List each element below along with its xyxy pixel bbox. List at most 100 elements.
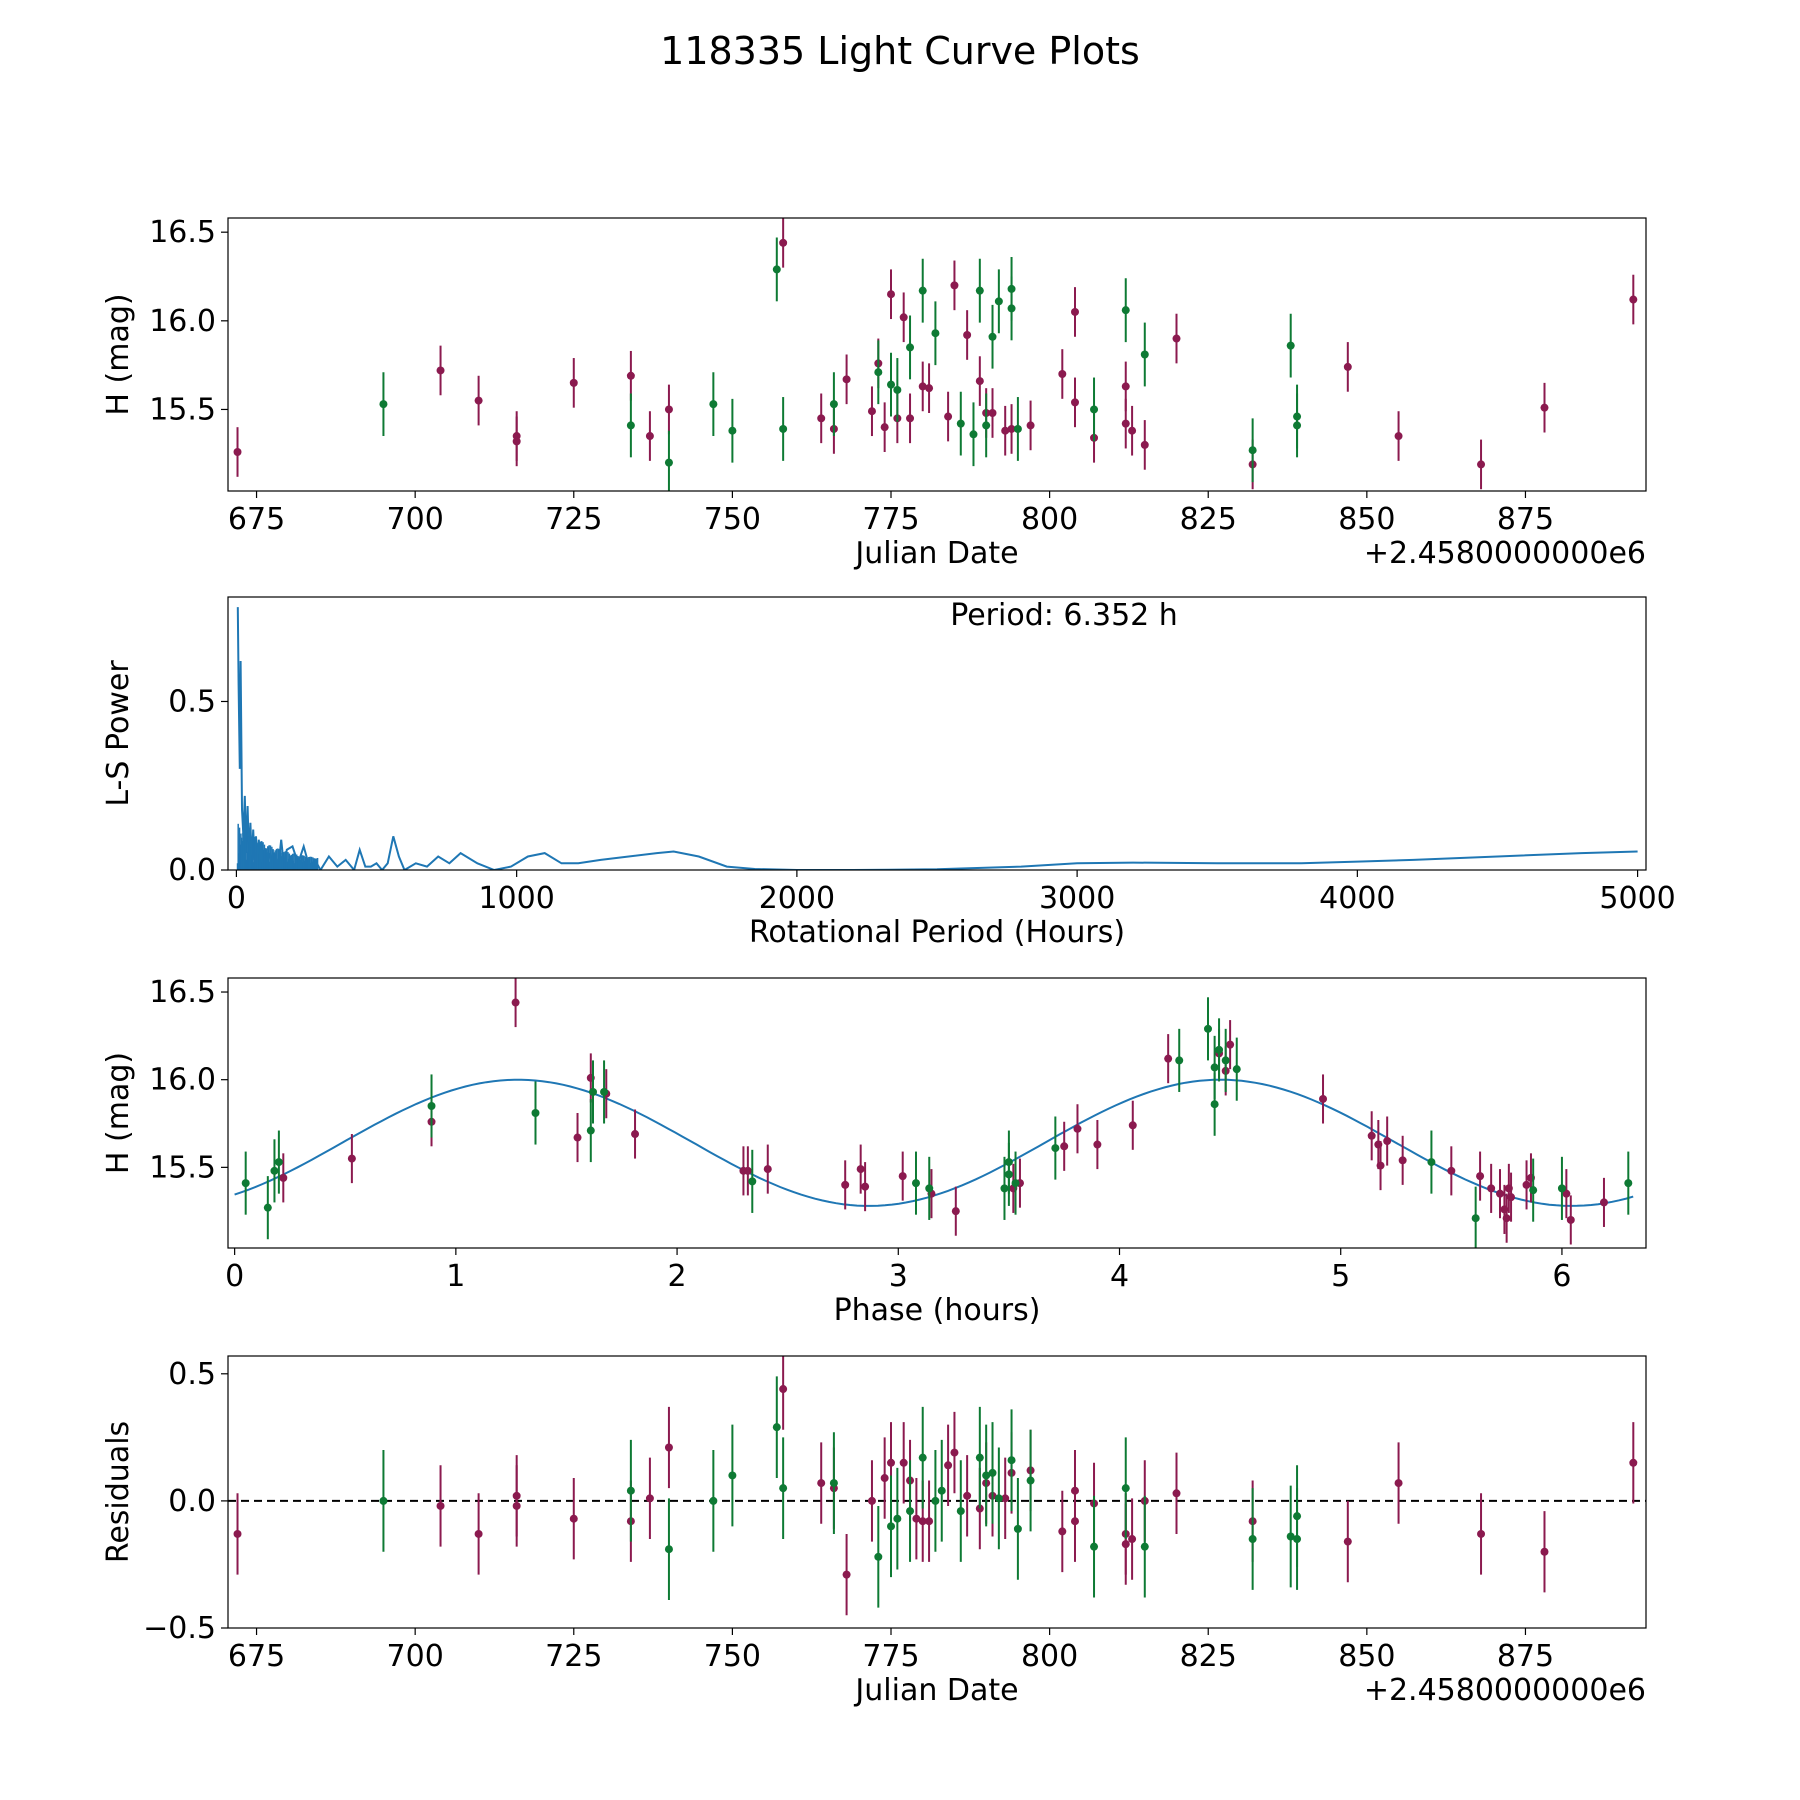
data-point-magenta: [1121, 382, 1130, 391]
data-point-magenta: [842, 1570, 851, 1579]
data-point-green: [1013, 1524, 1022, 1533]
data-point-magenta: [1502, 1214, 1511, 1223]
data-point-magenta: [645, 1494, 654, 1503]
data-point-green: [982, 1471, 991, 1480]
phase-folded-panel: 0 1 2 3 4 5 6 15.5 16.0 16.5 Phase (hours) H (mag): [101, 975, 1647, 1328]
data-point-green: [772, 1423, 781, 1432]
data-point-green: [893, 385, 902, 394]
data-point-green: [829, 1479, 838, 1488]
data-point-green: [956, 1507, 965, 1516]
x-tick-label: 5: [1331, 1259, 1350, 1294]
data-point-green: [874, 1552, 883, 1561]
data-point-green: [1013, 424, 1022, 433]
data-point-green: [1221, 1056, 1230, 1065]
data-point-green: [887, 380, 896, 389]
data-point-green: [1175, 1056, 1184, 1065]
plot-area: [234, 978, 1634, 1248]
data-point-green: [626, 1486, 635, 1495]
data-point-magenta: [1394, 432, 1403, 441]
y-axis-label: Residuals: [101, 1421, 136, 1563]
light-curve-panel: 675 700 725 750 775 800 825 850 875 15.5 16.0 16.5 J…: [101, 215, 1647, 571]
data-point-green: [1007, 304, 1016, 313]
x-tick-label: 1000: [478, 881, 554, 916]
data-point-green: [975, 286, 984, 295]
x-tick-label: 0: [227, 881, 246, 916]
data-point-magenta: [950, 281, 959, 290]
data-point-magenta: [1121, 1540, 1130, 1549]
x-tick-label: 675: [228, 502, 285, 537]
data-point-magenta: [1058, 370, 1067, 378]
data-point-green: [1248, 446, 1257, 455]
x-tick-label: 825: [1180, 1639, 1237, 1674]
data-point-magenta: [906, 414, 915, 423]
data-point-magenta: [436, 366, 445, 375]
data-point-magenta: [950, 1448, 959, 1457]
data-point-magenta: [631, 1130, 640, 1139]
data-point-green: [1090, 1542, 1099, 1551]
data-point-magenta: [1566, 1215, 1575, 1224]
data-point-magenta: [988, 409, 997, 417]
data-point-magenta: [918, 1517, 927, 1526]
data-point-magenta: [1343, 362, 1352, 371]
data-point-magenta: [899, 313, 908, 322]
data-point-magenta: [1476, 1172, 1485, 1181]
y-tick-label: 16.5: [149, 975, 216, 1010]
data-point-green: [263, 1203, 272, 1212]
data-point-magenta: [1629, 295, 1638, 304]
data-point-magenta: [963, 1491, 972, 1500]
data-point-green: [379, 400, 388, 409]
data-point-green: [1471, 1214, 1480, 1223]
x-tick-label: 725: [545, 502, 602, 537]
data-point-green: [906, 1507, 915, 1516]
data-point-magenta: [925, 1517, 934, 1526]
data-point-magenta: [1367, 1131, 1376, 1140]
axes-frame: [227, 977, 1647, 1249]
data-point-magenta: [1070, 307, 1079, 316]
x-tick-label: 700: [387, 1639, 444, 1674]
data-point-green: [728, 426, 737, 435]
plot-area: [228, 1356, 1646, 1616]
data-point-magenta: [645, 432, 654, 441]
data-point-green: [1427, 1158, 1436, 1167]
data-point-magenta: [1477, 460, 1486, 469]
data-point-magenta: [1058, 1527, 1067, 1536]
data-point-green: [709, 400, 718, 409]
axes-frame: [227, 1355, 1647, 1629]
data-point-green: [1140, 1542, 1149, 1551]
y-tick-label: 15.5: [149, 392, 216, 427]
x-tick-label: 5000: [1599, 881, 1675, 916]
y-tick-label: 16.5: [149, 215, 216, 250]
data-point-magenta: [1394, 1479, 1403, 1488]
data-point-magenta: [512, 437, 521, 446]
data-point-green: [600, 1087, 609, 1096]
data-point-magenta: [912, 1514, 921, 1523]
data-point-magenta: [1629, 1458, 1638, 1467]
data-point-magenta: [817, 1479, 826, 1488]
y-tick-label: 16.0: [149, 1063, 216, 1098]
data-point-green: [988, 1468, 997, 1477]
data-point-magenta: [626, 371, 635, 380]
data-point-green: [531, 1109, 540, 1117]
y-tick-label: 15.5: [149, 1150, 216, 1185]
y-axis-label: L-S Power: [101, 660, 136, 807]
residuals-panel: 675 700 725 750 775 800 825 850 875 −0.5 0.0 0.5 Jul…: [101, 1355, 1647, 1708]
x-tick-label: 875: [1497, 1639, 1554, 1674]
data-point-green: [925, 1184, 934, 1193]
data-point-magenta: [880, 423, 889, 432]
data-point-green: [1215, 1045, 1224, 1054]
data-point-green: [918, 1453, 927, 1462]
data-point-magenta: [963, 331, 972, 339]
data-point-green: [1286, 341, 1295, 350]
x-tick-label: 750: [704, 502, 761, 537]
data-point-magenta: [1070, 398, 1079, 407]
data-point-green: [1121, 306, 1130, 315]
data-point-green: [1090, 405, 1099, 414]
data-point-green: [1232, 1065, 1241, 1074]
data-point-magenta: [898, 1172, 907, 1181]
data-point-magenta: [1172, 334, 1181, 343]
period-annotation: Period: 6.352 h: [950, 598, 1178, 633]
data-point-magenta: [511, 998, 520, 1007]
data-point-green: [1557, 1184, 1566, 1193]
data-point-magenta: [1447, 1166, 1456, 1175]
